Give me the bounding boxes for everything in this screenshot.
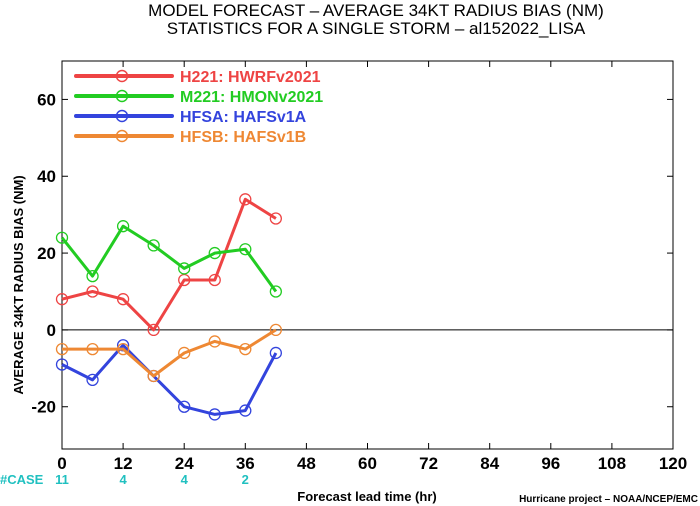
legend-label: H221: HWRFv2021	[180, 69, 321, 86]
data-point	[208, 273, 221, 287]
y-tick-label: 40	[37, 167, 56, 186]
plot-area: -20 0 20 40 60 0 12 24 36 48 60 72 84 96 108 120	[31, 60, 687, 473]
legend: H221: HWRFv2021 M221: HMONv2021 HFSA: HAFS…	[74, 69, 323, 146]
y-axis-label: AVERAGE 34KT RADIUS BIAS (NM)	[11, 175, 26, 394]
y-tick-label: -20	[31, 398, 56, 417]
data-point	[86, 269, 99, 283]
series-line	[62, 328, 277, 378]
x-tick-label: 0	[57, 454, 66, 473]
series-group	[55, 323, 283, 383]
plot-frame	[61, 60, 674, 450]
data-point	[55, 231, 69, 244]
data-point	[239, 243, 252, 256]
series-group	[55, 193, 283, 337]
case-count: 2	[242, 472, 249, 487]
data-point	[147, 239, 160, 252]
data-point	[269, 346, 283, 360]
y-tick-label: 20	[37, 244, 56, 263]
legend-label: M221: HMONv2021	[180, 89, 323, 106]
data-point	[86, 373, 99, 387]
legend-label: HFSB: HAFSv1B	[180, 129, 306, 146]
data-point	[55, 293, 69, 306]
data-point	[86, 342, 99, 356]
data-point	[147, 323, 160, 337]
x-tick-label: 120	[659, 454, 687, 473]
x-tick-label: 108	[598, 454, 626, 473]
data-point	[269, 285, 283, 298]
data-point	[178, 346, 191, 360]
data-point	[269, 212, 283, 225]
legend-marker	[115, 109, 129, 123]
data-point	[55, 358, 69, 371]
series-layer	[55, 193, 283, 421]
x-tick-label: 12	[114, 454, 133, 473]
data-point	[147, 369, 160, 383]
data-point	[239, 404, 252, 417]
series-line	[61, 343, 278, 416]
chart-title: MODEL FORECAST – AVERAGE 34KT RADIUS BIA…	[148, 1, 604, 20]
case-count: 4	[119, 472, 127, 487]
series-group	[55, 339, 283, 421]
legend-marker	[115, 69, 129, 83]
x-tick-label: 36	[236, 454, 255, 473]
data-point	[239, 342, 252, 356]
data-point	[208, 335, 221, 348]
data-point	[55, 342, 69, 356]
case-count: 4	[181, 472, 189, 487]
legend-marker	[115, 89, 129, 103]
x-tick-label: 72	[419, 454, 438, 473]
x-tick-label: 24	[175, 454, 194, 473]
data-point	[86, 285, 99, 298]
x-tick-label: 84	[480, 454, 499, 473]
cases-row: #CASE 11 4 4 2	[0, 472, 249, 487]
series-group	[55, 220, 283, 298]
data-point	[116, 342, 130, 356]
x-tick-label: 48	[297, 454, 316, 473]
y-tick-label: 0	[47, 321, 56, 340]
case-count: 11	[55, 472, 69, 487]
data-point	[269, 323, 283, 337]
x-tick-label: 60	[358, 454, 377, 473]
legend-label: HFSA: HAFSv1A	[180, 109, 307, 126]
data-point	[116, 220, 130, 233]
credit-text: Hurricane project – NOAA/NCEP/EMC	[519, 494, 698, 505]
data-point	[208, 408, 221, 421]
data-point	[239, 193, 252, 206]
data-point	[178, 400, 191, 413]
series-line	[61, 197, 277, 332]
data-point	[208, 246, 221, 260]
x-axis-label: Forecast lead time (hr)	[297, 489, 436, 504]
case-label: #CASE	[0, 472, 44, 487]
x-tick-label: 96	[541, 454, 560, 473]
data-point	[178, 262, 191, 275]
data-point	[116, 293, 130, 306]
y-tick-label: 60	[37, 90, 56, 109]
legend-marker	[115, 129, 129, 143]
chart-subtitle: STATISTICS FOR A SINGLE STORM – al152022…	[167, 19, 586, 38]
